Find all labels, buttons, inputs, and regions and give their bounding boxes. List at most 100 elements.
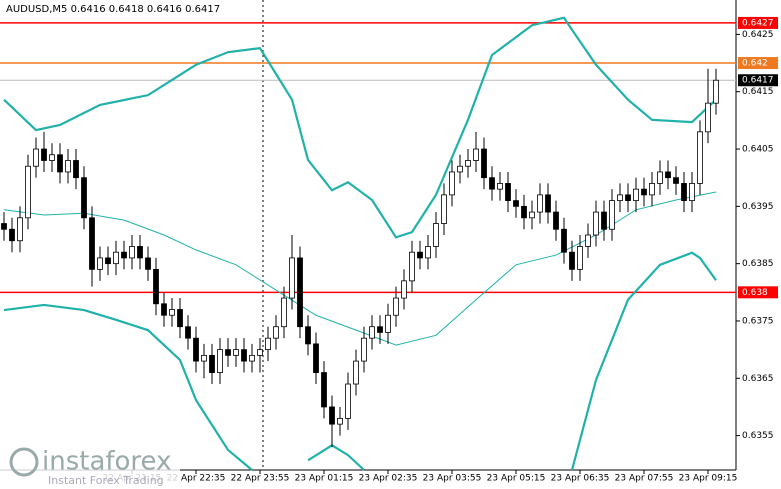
candle-body xyxy=(561,228,567,253)
candle-body xyxy=(641,188,647,196)
candle-body xyxy=(185,326,191,339)
candle-body xyxy=(673,177,679,184)
candle-body xyxy=(417,251,423,259)
candle-body xyxy=(41,148,47,161)
candle-body xyxy=(313,343,319,373)
candle-body xyxy=(681,183,687,202)
candle-body xyxy=(393,297,399,316)
candle-body xyxy=(33,148,39,167)
price-label-box xyxy=(738,74,778,87)
y-tick-label: 0.6405 xyxy=(742,145,774,155)
candle-body xyxy=(281,297,287,328)
y-tick-label: 0.6385 xyxy=(742,259,774,269)
candle-body xyxy=(401,280,407,299)
candle-body xyxy=(473,148,479,161)
candle-body xyxy=(385,314,391,333)
candle-body xyxy=(609,200,615,230)
candle-body xyxy=(601,211,607,230)
x-tick-label: 23 Apr 07:55 xyxy=(615,474,674,484)
candle-body xyxy=(345,383,351,419)
candle-body xyxy=(97,257,103,270)
candle-body xyxy=(273,326,279,339)
price-label: 0.642 xyxy=(742,59,768,69)
candle-body xyxy=(193,337,199,362)
x-tick-label: 23 Apr 01:15 xyxy=(295,474,354,484)
candle-body xyxy=(409,251,415,282)
candle-body xyxy=(177,309,183,328)
candle-body xyxy=(1,223,7,230)
candle-body xyxy=(665,171,671,179)
candle-body xyxy=(425,246,431,259)
y-tick-label: 0.6415 xyxy=(742,87,774,97)
x-tick-label: 23 Apr 02:35 xyxy=(359,474,418,484)
candle-body xyxy=(225,349,231,356)
watermark: instaforex Instant Forex Trading xyxy=(0,443,180,489)
candle-body xyxy=(169,309,175,316)
price-label-box xyxy=(738,16,778,29)
candle-body xyxy=(697,131,703,184)
x-tick-label: 23 Apr 03:55 xyxy=(423,474,482,484)
candle-body xyxy=(593,211,599,236)
candle-body xyxy=(377,326,383,333)
candle-body xyxy=(209,354,215,373)
bollinger-band xyxy=(3,16,717,239)
candle-body xyxy=(529,211,535,219)
candle-body xyxy=(545,194,551,213)
candle-body xyxy=(145,257,151,270)
candle-body xyxy=(569,251,575,270)
candle-body xyxy=(289,257,295,299)
candle-body xyxy=(449,171,455,196)
watermark-logo xyxy=(9,447,39,477)
candle-body xyxy=(705,102,711,133)
candle-body xyxy=(689,183,695,202)
x-tick-label: 23 Apr 09:15 xyxy=(679,474,738,484)
bollinger-band xyxy=(3,251,717,471)
x-tick-label: 22 Apr 23:55 xyxy=(231,474,290,484)
chart-title: AUDUSD,M5 0.6416 0.6418 0.6416 0.6417 xyxy=(6,4,220,15)
candle-body xyxy=(105,257,111,265)
candle-body xyxy=(585,234,591,247)
candle-body xyxy=(121,251,127,259)
candle-body xyxy=(297,257,303,328)
candle-body xyxy=(137,246,143,259)
y-tick-label: 0.6355 xyxy=(742,431,774,441)
candle-body xyxy=(353,360,359,385)
candle-body xyxy=(321,372,327,408)
candle-body xyxy=(201,354,207,362)
candle-body xyxy=(577,246,583,270)
candle-body xyxy=(657,171,663,184)
candle-body xyxy=(89,217,95,270)
candle-body xyxy=(553,211,559,230)
candle-body xyxy=(649,183,655,196)
candle-body xyxy=(57,154,63,173)
candle-body xyxy=(73,160,79,179)
candle-body xyxy=(305,326,311,345)
candle-body xyxy=(633,188,639,202)
candle-body xyxy=(505,183,511,202)
candle-body xyxy=(433,223,439,247)
y-tick-label: 0.6395 xyxy=(742,202,774,212)
price-label-box xyxy=(738,286,778,299)
candle-body xyxy=(513,200,519,207)
candle-body xyxy=(161,303,167,316)
y-tick-label: 0.6365 xyxy=(742,374,774,384)
x-tick-label: 22 Apr 22:35 xyxy=(167,474,226,484)
watermark-brand: instaforex xyxy=(42,447,171,477)
y-tick-label: 0.6375 xyxy=(742,316,774,326)
candle-body xyxy=(537,194,543,213)
candle-body xyxy=(257,349,263,356)
candle-body xyxy=(441,194,447,224)
candle-body xyxy=(481,148,487,179)
candle-body xyxy=(233,349,239,356)
candle-body xyxy=(337,418,343,425)
candle-body xyxy=(217,349,223,373)
watermark-tagline: Instant Forex Trading xyxy=(48,474,164,487)
candle-body xyxy=(17,217,23,242)
candle-body xyxy=(457,165,463,173)
candle-body xyxy=(361,337,367,362)
price-label: 0.6427 xyxy=(742,18,774,28)
candle-body xyxy=(113,251,119,265)
candle-body xyxy=(81,177,87,219)
